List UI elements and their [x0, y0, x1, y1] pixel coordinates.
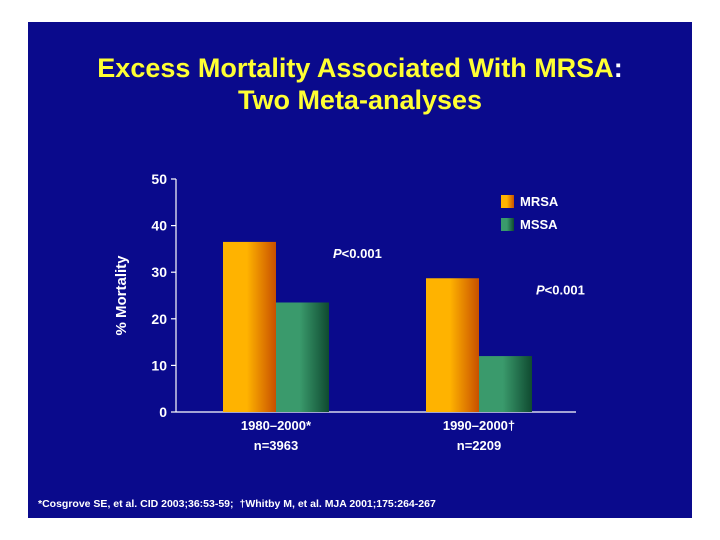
legend-label-mssa: MSSA [520, 217, 558, 232]
bar-mrsa-2 [426, 278, 479, 412]
category-label-period: 1990–2000† [443, 418, 515, 433]
y-tick-label: 40 [151, 218, 167, 234]
y-tick-label: 10 [151, 357, 167, 373]
legend-swatch-mrsa [501, 195, 514, 208]
footnote-cosgrove: *Cosgrove SE, et al. CID 2003;36:53-59; [38, 498, 234, 510]
y-axis-label: % Mortality [113, 255, 130, 336]
chart-labels: 1980–2000*n=39631990–2000†n=2209P<0.001P… [241, 246, 585, 453]
legend-swatch-mssa [501, 218, 514, 231]
bar-mrsa-1 [223, 241, 276, 412]
p-value-italic-p: P [536, 282, 545, 297]
title-colon: : [613, 53, 623, 83]
legend-label-mrsa: MRSA [520, 194, 559, 209]
chart-bars [223, 241, 532, 412]
title-line1-text: Excess Mortality Associated With MRSA [97, 53, 614, 83]
category-label-period: 1980–2000* [241, 418, 312, 433]
category-label-n: n=3963 [254, 438, 298, 453]
chart-axes: 0 10 20 30 40 50 % Mortality [113, 171, 576, 420]
p-value-italic-p: P [333, 246, 342, 261]
slide-title-line2: Two Meta-analyses [237, 85, 483, 115]
p-value-text: <0.001 [342, 246, 382, 261]
y-tick-label: 20 [151, 311, 167, 327]
y-tick-label: 0 [159, 404, 167, 420]
p-value-text: <0.001 [545, 282, 585, 297]
slide-title-line1: Excess Mortality Associated With MRSA: [28, 52, 692, 84]
y-tick-label: 30 [151, 264, 167, 280]
chart-legend: MRSA MSSA [501, 194, 559, 232]
mortality-bar-chart: 0 10 20 30 40 50 % Mortality 1980–2000* n=3963 1… [113, 171, 585, 453]
slide: Excess Mortality Associated With MRSA: T… [28, 22, 692, 518]
p-value-annotation: P<0.001 [536, 282, 585, 297]
category-label-n: n=2209 [457, 438, 501, 453]
y-tick-label: 50 [151, 171, 167, 187]
bar-mssa-1 [276, 302, 329, 412]
p-value-annotation: P<0.001 [333, 246, 382, 261]
footnote: *Cosgrove SE, et al. CID 2003;36:53-59; †… [38, 498, 442, 510]
footnote-whitby: †Whitby M, et al. MJA 2001;175:264-267 [239, 498, 436, 510]
bar-mssa-2 [479, 356, 532, 412]
